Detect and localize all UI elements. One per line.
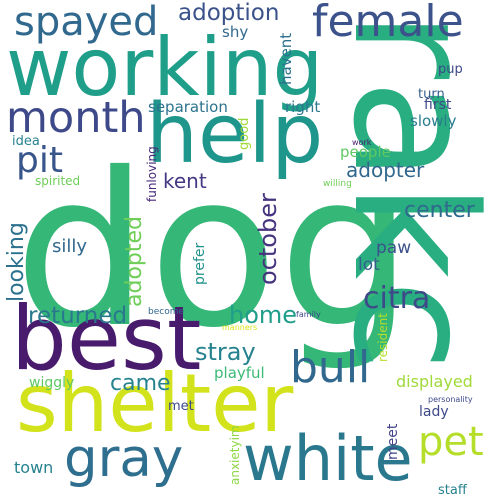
word-female: female [312,0,464,47]
word-kent: kent [163,169,207,193]
word-pit: pit [16,140,63,181]
word-returned: returned [28,303,128,329]
word-best: best [11,287,202,390]
word-town: town [14,458,54,477]
word-playful: playful [214,364,265,382]
word-came: came [110,371,171,396]
word-spirited: spirited [35,174,81,188]
word-adopter: adopter [346,158,425,182]
word-people: people [340,143,391,161]
word-wiggly: wiggly [29,375,75,391]
word-anxietyim: anxietyim [228,425,242,485]
word-work: work [352,138,372,147]
word-lady: lady [419,404,449,420]
word-adopted: adopted [122,216,147,307]
word-pup: pup [438,62,463,77]
word-home: home [229,301,298,329]
word-gray: gray [64,428,184,489]
word-turn: turn [418,87,445,102]
word-shy: shy [222,23,249,41]
word-pet: pet [418,419,484,465]
word-october: october [254,193,282,285]
word-willing: willing [323,179,352,189]
word-citra: citra [363,281,431,316]
word-dog: dog [14,127,413,374]
word-prefer: prefer [192,242,208,285]
word-right: right [285,98,321,116]
word-rakc: rakc [316,10,500,372]
word-paw: paw [376,238,412,258]
word-havent: havent [277,32,295,85]
word-meet: meet [385,423,401,460]
word-staff: staff [438,483,467,498]
word-idea: idea [12,134,40,149]
word-month: month [6,93,146,143]
word-lot: lot [358,255,380,275]
word-center: center [404,198,475,223]
word-working: working [6,21,324,114]
word-white: white [243,422,413,495]
word-first: first [424,97,452,113]
word-personality: personality [428,395,473,404]
word-funloving: funloving [145,146,159,202]
word-silly: silly [52,236,88,257]
word-displayed: displayed [396,372,473,391]
word-resident: resident [376,313,390,362]
word-family: family [296,310,321,319]
word-separation: separation [148,98,228,116]
word-adoption: adoption [178,0,280,26]
word-met: met [168,399,194,414]
word-manners: manners [222,323,258,332]
word-help: help [146,87,324,182]
word-bull: bull [290,342,371,393]
word-stray: stray [195,338,256,366]
word-spayed: spayed [14,0,159,45]
word-good: good [237,117,252,150]
word-shelter: shelter [16,357,294,450]
word-become: become [148,307,185,317]
word-looking: looking [4,222,29,302]
word-slowly: slowly [410,112,457,130]
